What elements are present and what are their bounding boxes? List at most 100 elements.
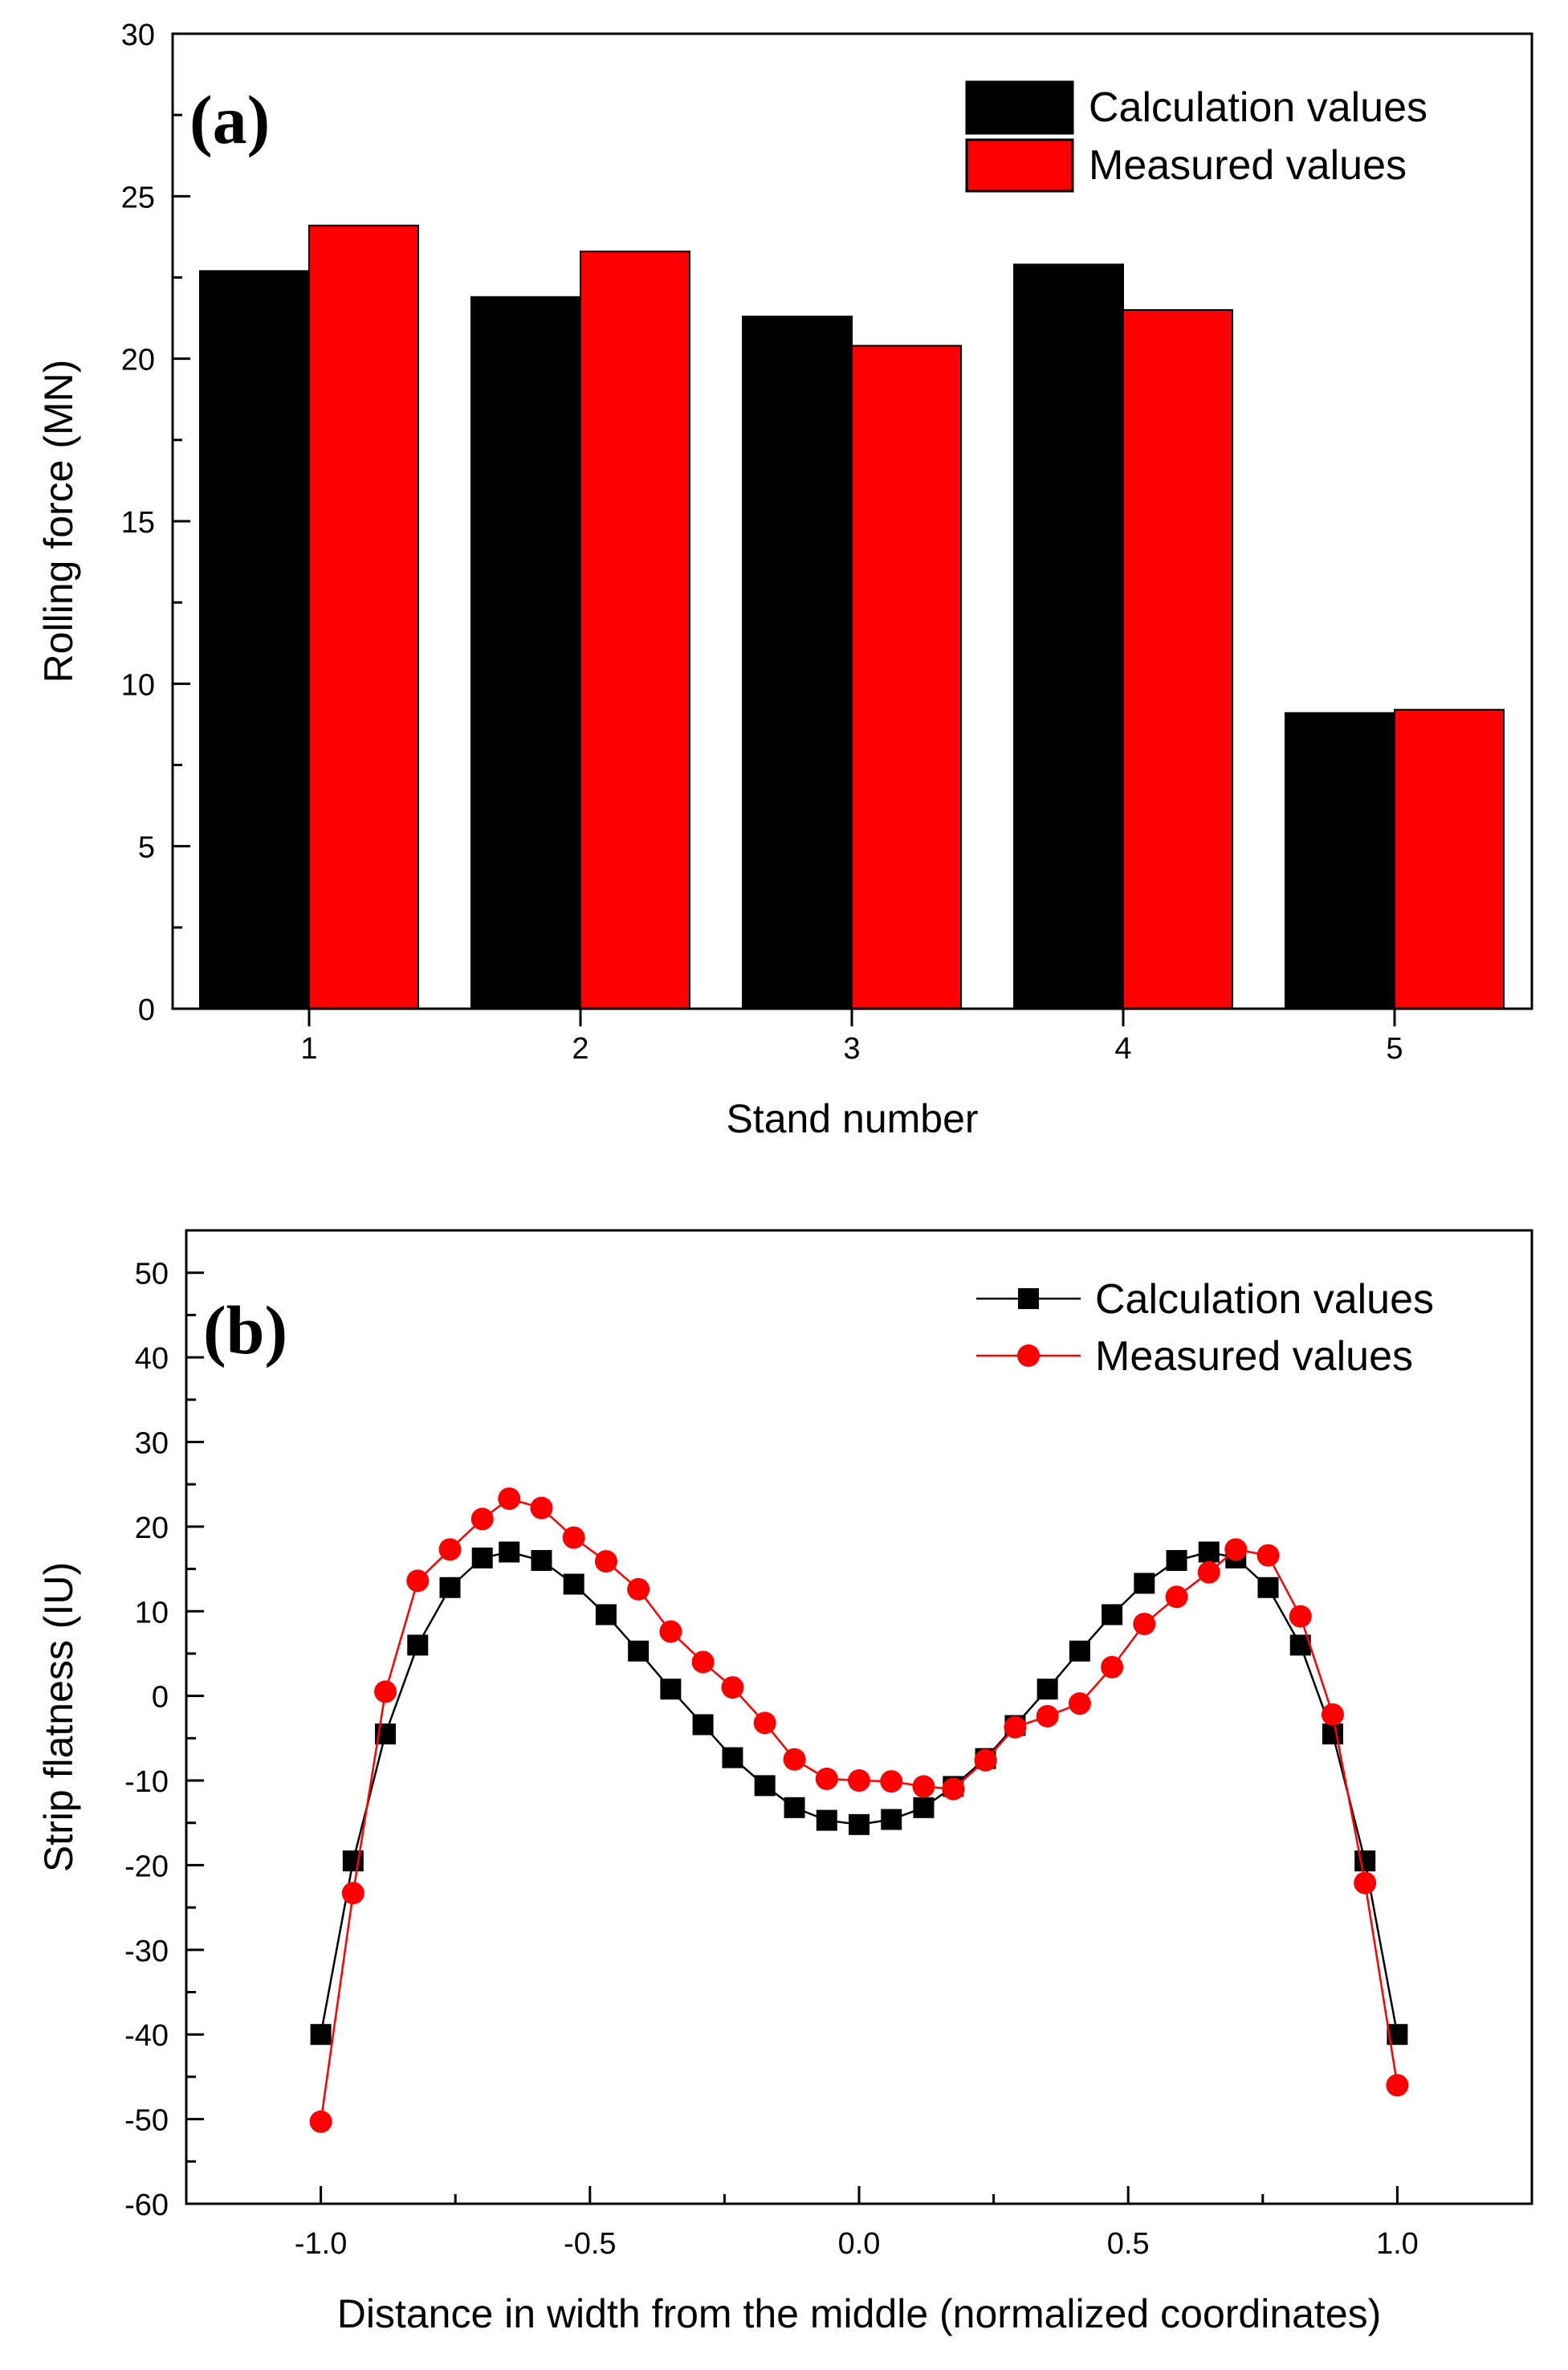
marker-meas — [374, 1680, 397, 1703]
legend-swatch-a-0 — [965, 80, 1074, 135]
marker-calc — [1354, 1850, 1376, 1872]
legend-label-b-1: Measured values — [1095, 1333, 1413, 1380]
marker-calc — [849, 1813, 870, 1835]
marker-meas — [691, 1650, 715, 1674]
y-tick-label-a: 5 — [138, 831, 155, 865]
marker-calc — [784, 1797, 805, 1818]
marker-calc — [531, 1550, 552, 1572]
y-tick-label-a: 25 — [121, 181, 155, 214]
y-axis-label-a: Rolling force (MN) — [36, 360, 81, 683]
y-tick-label-b: 40 — [135, 1342, 169, 1376]
marker-calc — [1257, 1577, 1279, 1598]
x-axis-label-b: Distance in width from the middle (norma… — [337, 2291, 1382, 2336]
bar-calc-2 — [470, 296, 581, 1010]
bar-series-calculation — [199, 263, 1395, 1010]
marker-meas — [406, 1569, 430, 1593]
marker-calc — [1069, 1640, 1090, 1662]
marker-calc — [1198, 1541, 1220, 1563]
marker-meas — [753, 1711, 776, 1735]
bar-meas-3 — [851, 345, 962, 1010]
x-tick-label-a: 4 — [1114, 1032, 1131, 1066]
y-tick-label-b: -10 — [124, 1765, 169, 1799]
legend-label-a-1: Measured values — [1089, 142, 1407, 189]
marker-meas — [1004, 1715, 1027, 1739]
y-tick-label-a: 20 — [121, 344, 155, 377]
marker-calc — [471, 1547, 493, 1568]
marker-meas — [594, 1550, 617, 1573]
bar-meas-2 — [580, 251, 690, 1010]
marker-meas — [848, 1769, 870, 1793]
marker-calc — [439, 1577, 461, 1598]
legend-label-a-0: Calculation values — [1089, 84, 1427, 131]
y-tick-label-b: -30 — [124, 1935, 169, 1968]
y-tick-label-b: 10 — [135, 1596, 169, 1630]
marker-meas — [341, 1882, 365, 1905]
marker-meas — [1101, 1655, 1124, 1679]
line-series-calculation — [310, 1541, 1408, 2046]
marker-calc — [563, 1573, 584, 1595]
bar-meas-1 — [308, 224, 419, 1010]
legend-marker-b-1 — [1017, 1344, 1040, 1367]
x-tick-label-a: 3 — [843, 1032, 860, 1066]
marker-meas — [438, 1538, 462, 1561]
marker-meas — [1068, 1692, 1091, 1715]
marker-meas — [1321, 1703, 1344, 1726]
y-tick-label-a: 15 — [121, 506, 155, 540]
marker-meas — [562, 1526, 585, 1549]
chart-a: 0 5 10 15 20 25 30 1 2 3 4 5 Stand number Rolling for… — [36, 18, 1533, 1141]
y-tick-label-b: 50 — [135, 1258, 169, 1291]
marker-meas — [470, 1507, 494, 1531]
panel-label-a: (a) — [189, 81, 270, 158]
x-axis-label-a: Stand number — [726, 1096, 978, 1141]
x-tick-label-a: 1 — [300, 1032, 317, 1066]
legend-marker-b-0 — [1018, 1288, 1039, 1309]
marker-calc — [660, 1679, 682, 1700]
marker-calc — [1322, 1723, 1343, 1745]
marker-calc — [754, 1775, 776, 1797]
marker-calc — [1102, 1604, 1123, 1626]
legend-label-b-0: Calculation values — [1095, 1276, 1434, 1323]
series-line-0 — [320, 1551, 1399, 2035]
y-tick-label-b: 20 — [135, 1511, 169, 1545]
y-tick-label-b: 0 — [152, 1681, 169, 1715]
marker-calc — [628, 1640, 650, 1662]
y-tick-label-a: 0 — [138, 993, 155, 1027]
marker-calc — [722, 1747, 743, 1768]
marker-meas — [1289, 1605, 1312, 1628]
marker-meas — [1133, 1613, 1156, 1636]
marker-calc — [816, 1809, 837, 1831]
bar-meas-4 — [1122, 308, 1233, 1010]
x-tick-label-a: 5 — [1386, 1032, 1403, 1066]
legend-swatch-a-1 — [965, 138, 1074, 193]
bar-series-measured — [308, 224, 1505, 1010]
marker-meas — [498, 1487, 521, 1511]
series-line-1 — [320, 1497, 1399, 2122]
marker-calc — [1037, 1679, 1058, 1700]
x-tick-label-b: 0.5 — [1107, 2227, 1150, 2261]
marker-calc — [913, 1797, 935, 1818]
marker-meas — [659, 1620, 682, 1643]
marker-meas — [721, 1676, 744, 1699]
marker-meas — [783, 1748, 806, 1771]
chart-b: -60 -50 -40 -30 -20 -10 0 10 20 30 40 50 -1.0 -0.5 0.0… — [36, 1229, 1533, 2336]
bar-calc-1 — [199, 270, 310, 1010]
marker-calc — [310, 2024, 332, 2046]
marker-meas — [942, 1777, 965, 1801]
marker-meas — [1197, 1560, 1220, 1584]
marker-meas — [880, 1770, 903, 1793]
legend-b: Calculation values Measured values — [976, 1276, 1434, 1380]
y-tick-label-a: 30 — [121, 18, 155, 52]
y-tick-label-a: 10 — [121, 668, 155, 702]
marker-meas — [1354, 1871, 1377, 1895]
y-tick-label-b: -60 — [124, 2188, 169, 2222]
marker-calc — [1166, 1550, 1187, 1572]
marker-meas — [627, 1577, 650, 1601]
line-series-measured — [309, 1487, 1409, 2133]
marker-calc — [595, 1604, 617, 1626]
marker-calc — [499, 1541, 520, 1563]
marker-calc — [407, 1634, 429, 1656]
marker-calc — [881, 1809, 902, 1830]
marker-meas — [815, 1767, 838, 1790]
bar-calc-3 — [742, 316, 853, 1010]
marker-meas — [1036, 1704, 1059, 1728]
